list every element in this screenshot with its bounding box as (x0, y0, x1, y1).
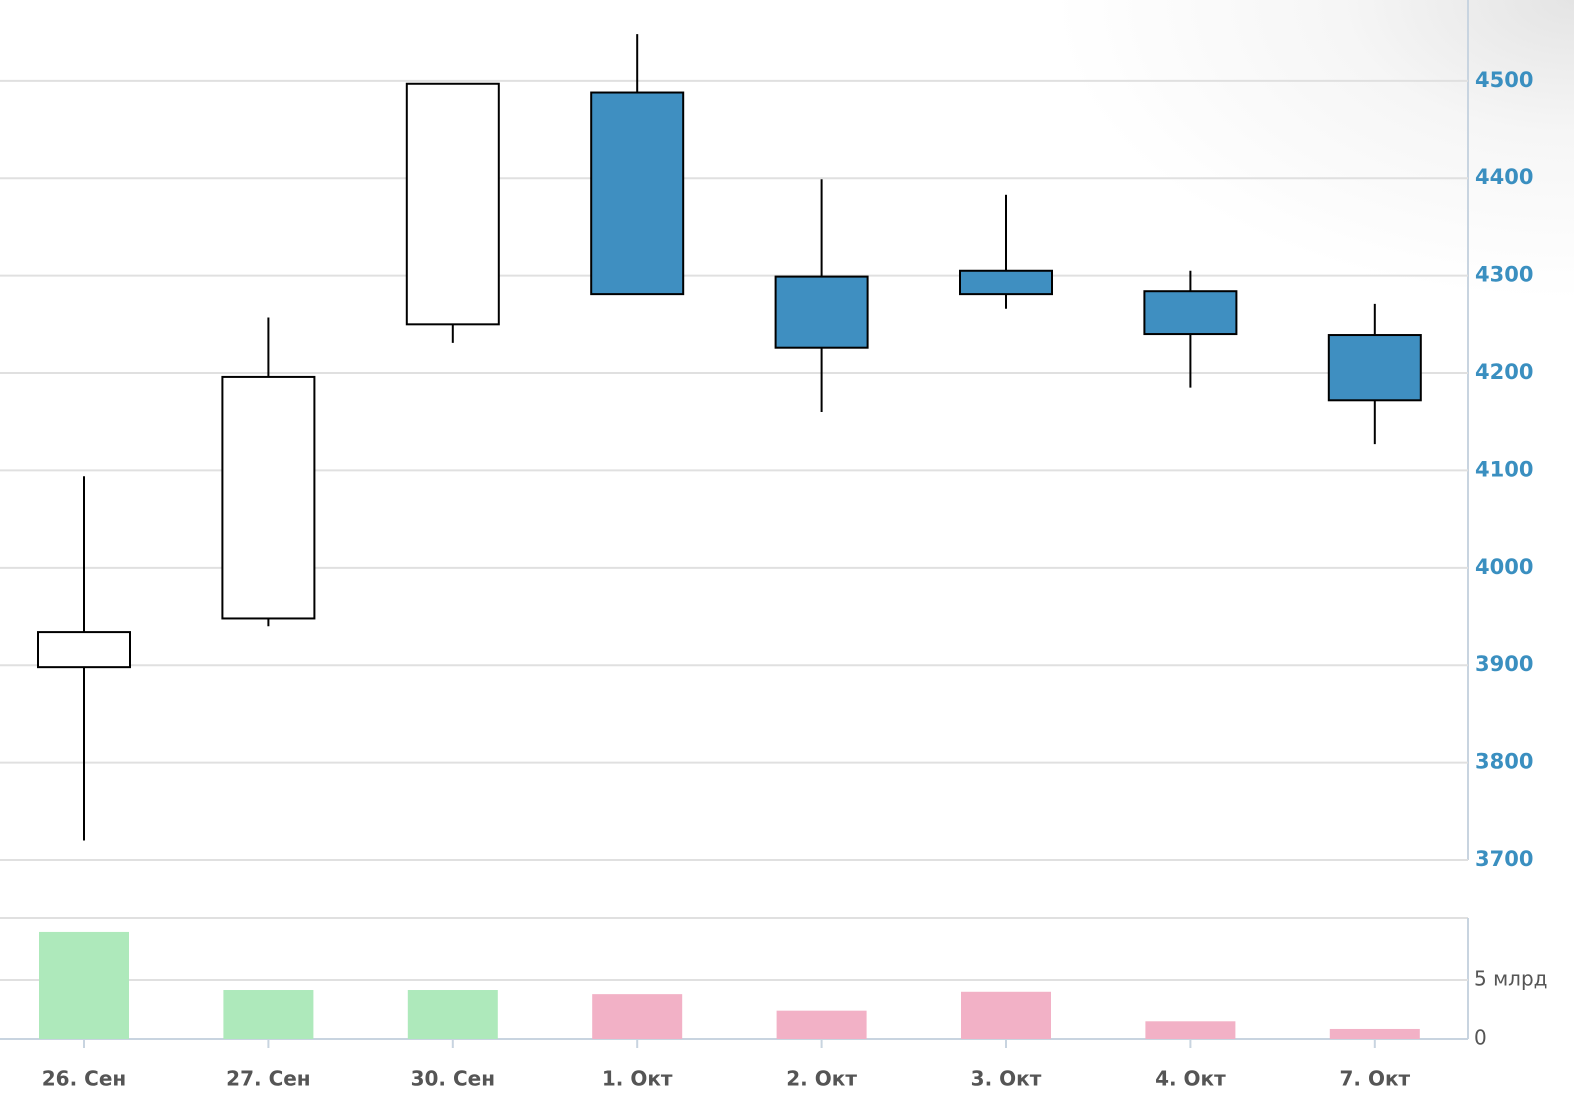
volume-tick-label: 0 (1474, 1026, 1487, 1050)
volume-tick-label: 5 млрд (1474, 966, 1547, 990)
volume-bar (223, 990, 314, 1039)
y-tick-label: 4400 (1475, 165, 1533, 189)
candle-body (1327, 334, 1422, 402)
x-tick-label: 1. Окт (602, 1067, 673, 1091)
x-tick-label: 26. Сен (42, 1067, 126, 1091)
x-tick-label: 2. Окт (786, 1067, 857, 1091)
y-tick-label: 4300 (1475, 263, 1533, 287)
x-tick-label: 3. Окт (971, 1067, 1042, 1091)
candle-body (1143, 290, 1238, 336)
x-tick-label: 7. Окт (1339, 1067, 1410, 1091)
y-tick-label: 3800 (1475, 750, 1533, 774)
y-tick-label: 4200 (1475, 360, 1533, 384)
volume-bar (1329, 1028, 1420, 1039)
volume-bar (592, 994, 683, 1039)
candle-body (405, 82, 500, 326)
volume-bar (39, 931, 129, 1039)
candle-body (221, 375, 316, 620)
y-tick-label: 4500 (1475, 68, 1533, 92)
y-tick-label: 4000 (1475, 555, 1533, 579)
y-tick-label: 3700 (1475, 847, 1533, 871)
x-tick-label: 30. Сен (411, 1067, 495, 1091)
y-tick-label: 3900 (1475, 652, 1533, 676)
volume-bar (1145, 1021, 1236, 1039)
candle-body (774, 275, 869, 349)
volume-bar (961, 991, 1051, 1039)
candle-body (37, 631, 131, 669)
y-tick-label: 4100 (1475, 457, 1533, 481)
volume-bar (407, 990, 498, 1039)
candle-body (590, 91, 685, 296)
x-tick-label: 4. Окт (1155, 1067, 1226, 1091)
volume-bar (776, 1010, 867, 1039)
x-tick-label: 27. Сен (226, 1067, 310, 1091)
candle-body (959, 269, 1053, 296)
